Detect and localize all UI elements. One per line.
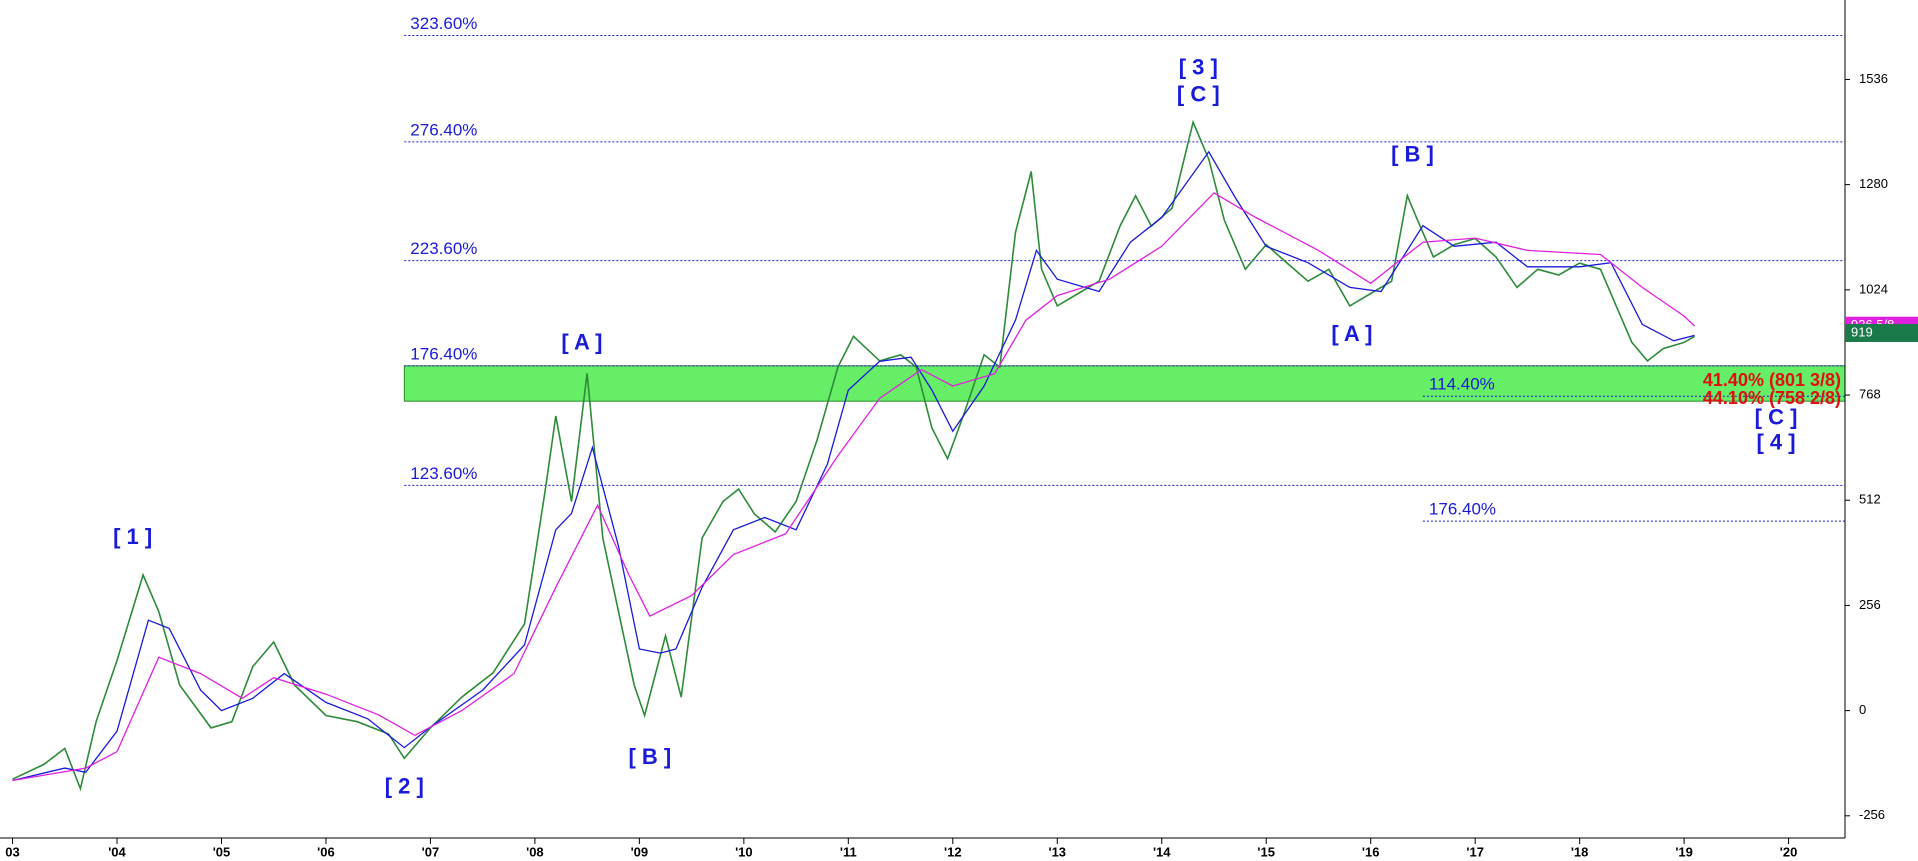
wave-label: [ B ]: [1391, 141, 1434, 166]
price-tag: [1845, 323, 1918, 342]
x-tick-label: '14: [1153, 844, 1171, 859]
x-tick-label: '12: [944, 844, 962, 859]
y-tick-label: 1536: [1859, 71, 1888, 86]
x-tick-label: '08: [526, 844, 544, 859]
wave-label: [ C ]: [1177, 81, 1220, 106]
price-tag-label: 919: [1851, 324, 1873, 339]
x-tick-label: '10: [735, 844, 753, 859]
wave-label: [ 3 ]: [1179, 55, 1218, 80]
wave-label: [ 4 ]: [1756, 430, 1795, 455]
x-tick-label: '04: [108, 844, 126, 859]
wave-label: [ A ]: [561, 329, 602, 354]
zone-label: 44.10% (758 2/8): [1703, 388, 1841, 408]
fib-level-label: 323.60%: [410, 14, 477, 33]
fib-level-label: 223.60%: [410, 239, 477, 258]
x-tick-label: '09: [631, 844, 649, 859]
x-tick-label: '05: [213, 844, 231, 859]
y-tick-label: 1024: [1859, 281, 1888, 296]
fib-level-label: 176.40%: [1429, 500, 1496, 519]
fib-level-label: 114.40%: [1429, 375, 1495, 394]
x-tick-label: '11: [840, 844, 857, 859]
wave-label: [ 2 ]: [385, 773, 424, 798]
fib-level-label: 276.40%: [410, 120, 477, 139]
wave-label: [ 1 ]: [113, 524, 152, 549]
wave-label: [ C ]: [1755, 404, 1798, 429]
y-tick-label: 1280: [1859, 176, 1888, 191]
fib-level-label: 176.40%: [410, 344, 477, 363]
y-tick-label: 256: [1859, 597, 1881, 612]
zone-label: 41.40% (801 3/8): [1703, 370, 1841, 390]
y-tick-label: 0: [1859, 702, 1866, 717]
fib-zone: [403, 365, 1846, 402]
x-tick-label: '07: [422, 844, 440, 859]
x-tick-label: '17: [1466, 844, 1484, 859]
x-tick-label: '19: [1675, 844, 1693, 859]
price-line: [12, 119, 1696, 792]
x-tick-label: '20: [1780, 844, 1798, 859]
wave-label: [ B ]: [628, 744, 671, 769]
price-line: [12, 192, 1696, 782]
x-tick-label: 03: [5, 844, 19, 859]
price-line: [12, 150, 1695, 782]
x-tick-label: '18: [1571, 844, 1589, 859]
wave-label: [ A ]: [1331, 321, 1372, 346]
fib-level-label: 123.60%: [410, 464, 477, 483]
x-tick-label: '13: [1048, 844, 1066, 859]
y-tick-label: 768: [1859, 386, 1881, 401]
y-tick-label: 512: [1859, 492, 1881, 507]
x-tick-label: '06: [317, 844, 335, 859]
y-tick-label: -256: [1859, 807, 1885, 822]
x-tick-label: '16: [1362, 844, 1380, 859]
x-tick-label: '15: [1257, 844, 1275, 859]
